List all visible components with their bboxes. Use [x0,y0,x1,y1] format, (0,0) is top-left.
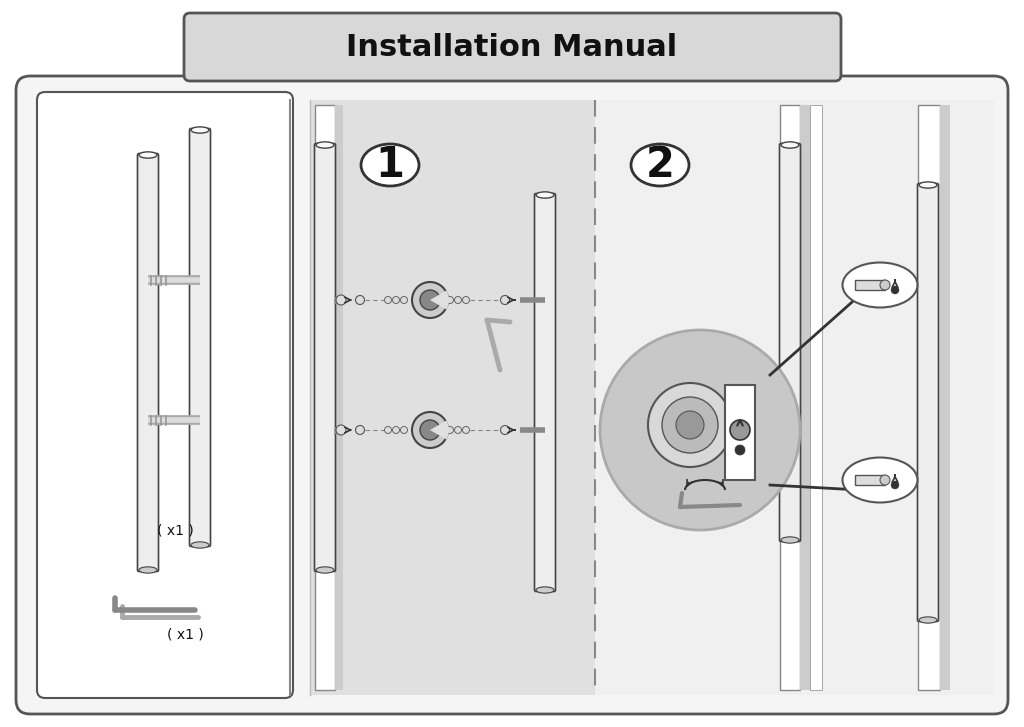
Circle shape [662,397,718,453]
Circle shape [455,297,462,303]
FancyBboxPatch shape [314,143,336,571]
Circle shape [355,295,365,305]
Circle shape [392,427,399,433]
FancyBboxPatch shape [918,183,939,622]
Circle shape [600,330,800,530]
Circle shape [420,420,440,440]
Ellipse shape [361,144,419,186]
Circle shape [676,411,705,439]
Text: ( x1 ): ( x1 ) [157,523,194,537]
FancyBboxPatch shape [16,76,1008,714]
Circle shape [463,297,469,303]
Circle shape [501,295,510,305]
Ellipse shape [781,142,799,148]
Bar [810,105,822,690]
Bar [855,475,885,485]
Circle shape [446,427,454,433]
Circle shape [891,481,899,489]
Ellipse shape [919,182,937,188]
Ellipse shape [316,567,334,573]
Circle shape [446,297,454,303]
Ellipse shape [781,537,799,543]
Text: ( x1 ): ( x1 ) [167,628,204,642]
Circle shape [400,297,408,303]
Ellipse shape [139,152,157,158]
Circle shape [384,297,391,303]
Circle shape [891,286,899,294]
FancyBboxPatch shape [137,153,159,571]
Circle shape [455,427,462,433]
Circle shape [392,297,399,303]
Bar [940,105,950,690]
Ellipse shape [139,567,157,573]
Circle shape [355,425,365,435]
Circle shape [384,427,391,433]
Bar [725,385,755,480]
Circle shape [463,427,469,433]
Circle shape [412,412,449,448]
Wedge shape [430,291,449,310]
Circle shape [336,425,346,435]
Bar [855,280,885,290]
Text: 2: 2 [645,144,675,186]
Ellipse shape [631,144,689,186]
Ellipse shape [536,192,554,198]
Circle shape [420,290,440,310]
Bar [315,105,335,690]
Circle shape [648,383,732,467]
Bar [595,100,994,695]
Circle shape [400,427,408,433]
FancyBboxPatch shape [37,92,293,698]
FancyBboxPatch shape [189,129,211,547]
Ellipse shape [880,475,890,485]
Ellipse shape [843,457,918,502]
Ellipse shape [316,142,334,148]
Circle shape [412,282,449,318]
Ellipse shape [191,542,209,548]
Bar [918,105,940,690]
FancyBboxPatch shape [779,143,801,542]
Bar [800,105,810,690]
Bar [310,100,595,695]
Circle shape [730,420,750,440]
Bar [780,105,800,690]
Text: Installation Manual: Installation Manual [346,33,678,62]
Ellipse shape [880,280,890,290]
Circle shape [735,445,745,455]
Ellipse shape [191,126,209,133]
Circle shape [336,295,346,305]
Ellipse shape [919,616,937,623]
Ellipse shape [843,262,918,308]
Wedge shape [430,420,449,440]
Circle shape [501,425,510,435]
FancyBboxPatch shape [535,193,555,592]
Bar [335,105,343,690]
Text: 1: 1 [376,144,404,186]
FancyBboxPatch shape [184,13,841,81]
Ellipse shape [536,587,554,593]
